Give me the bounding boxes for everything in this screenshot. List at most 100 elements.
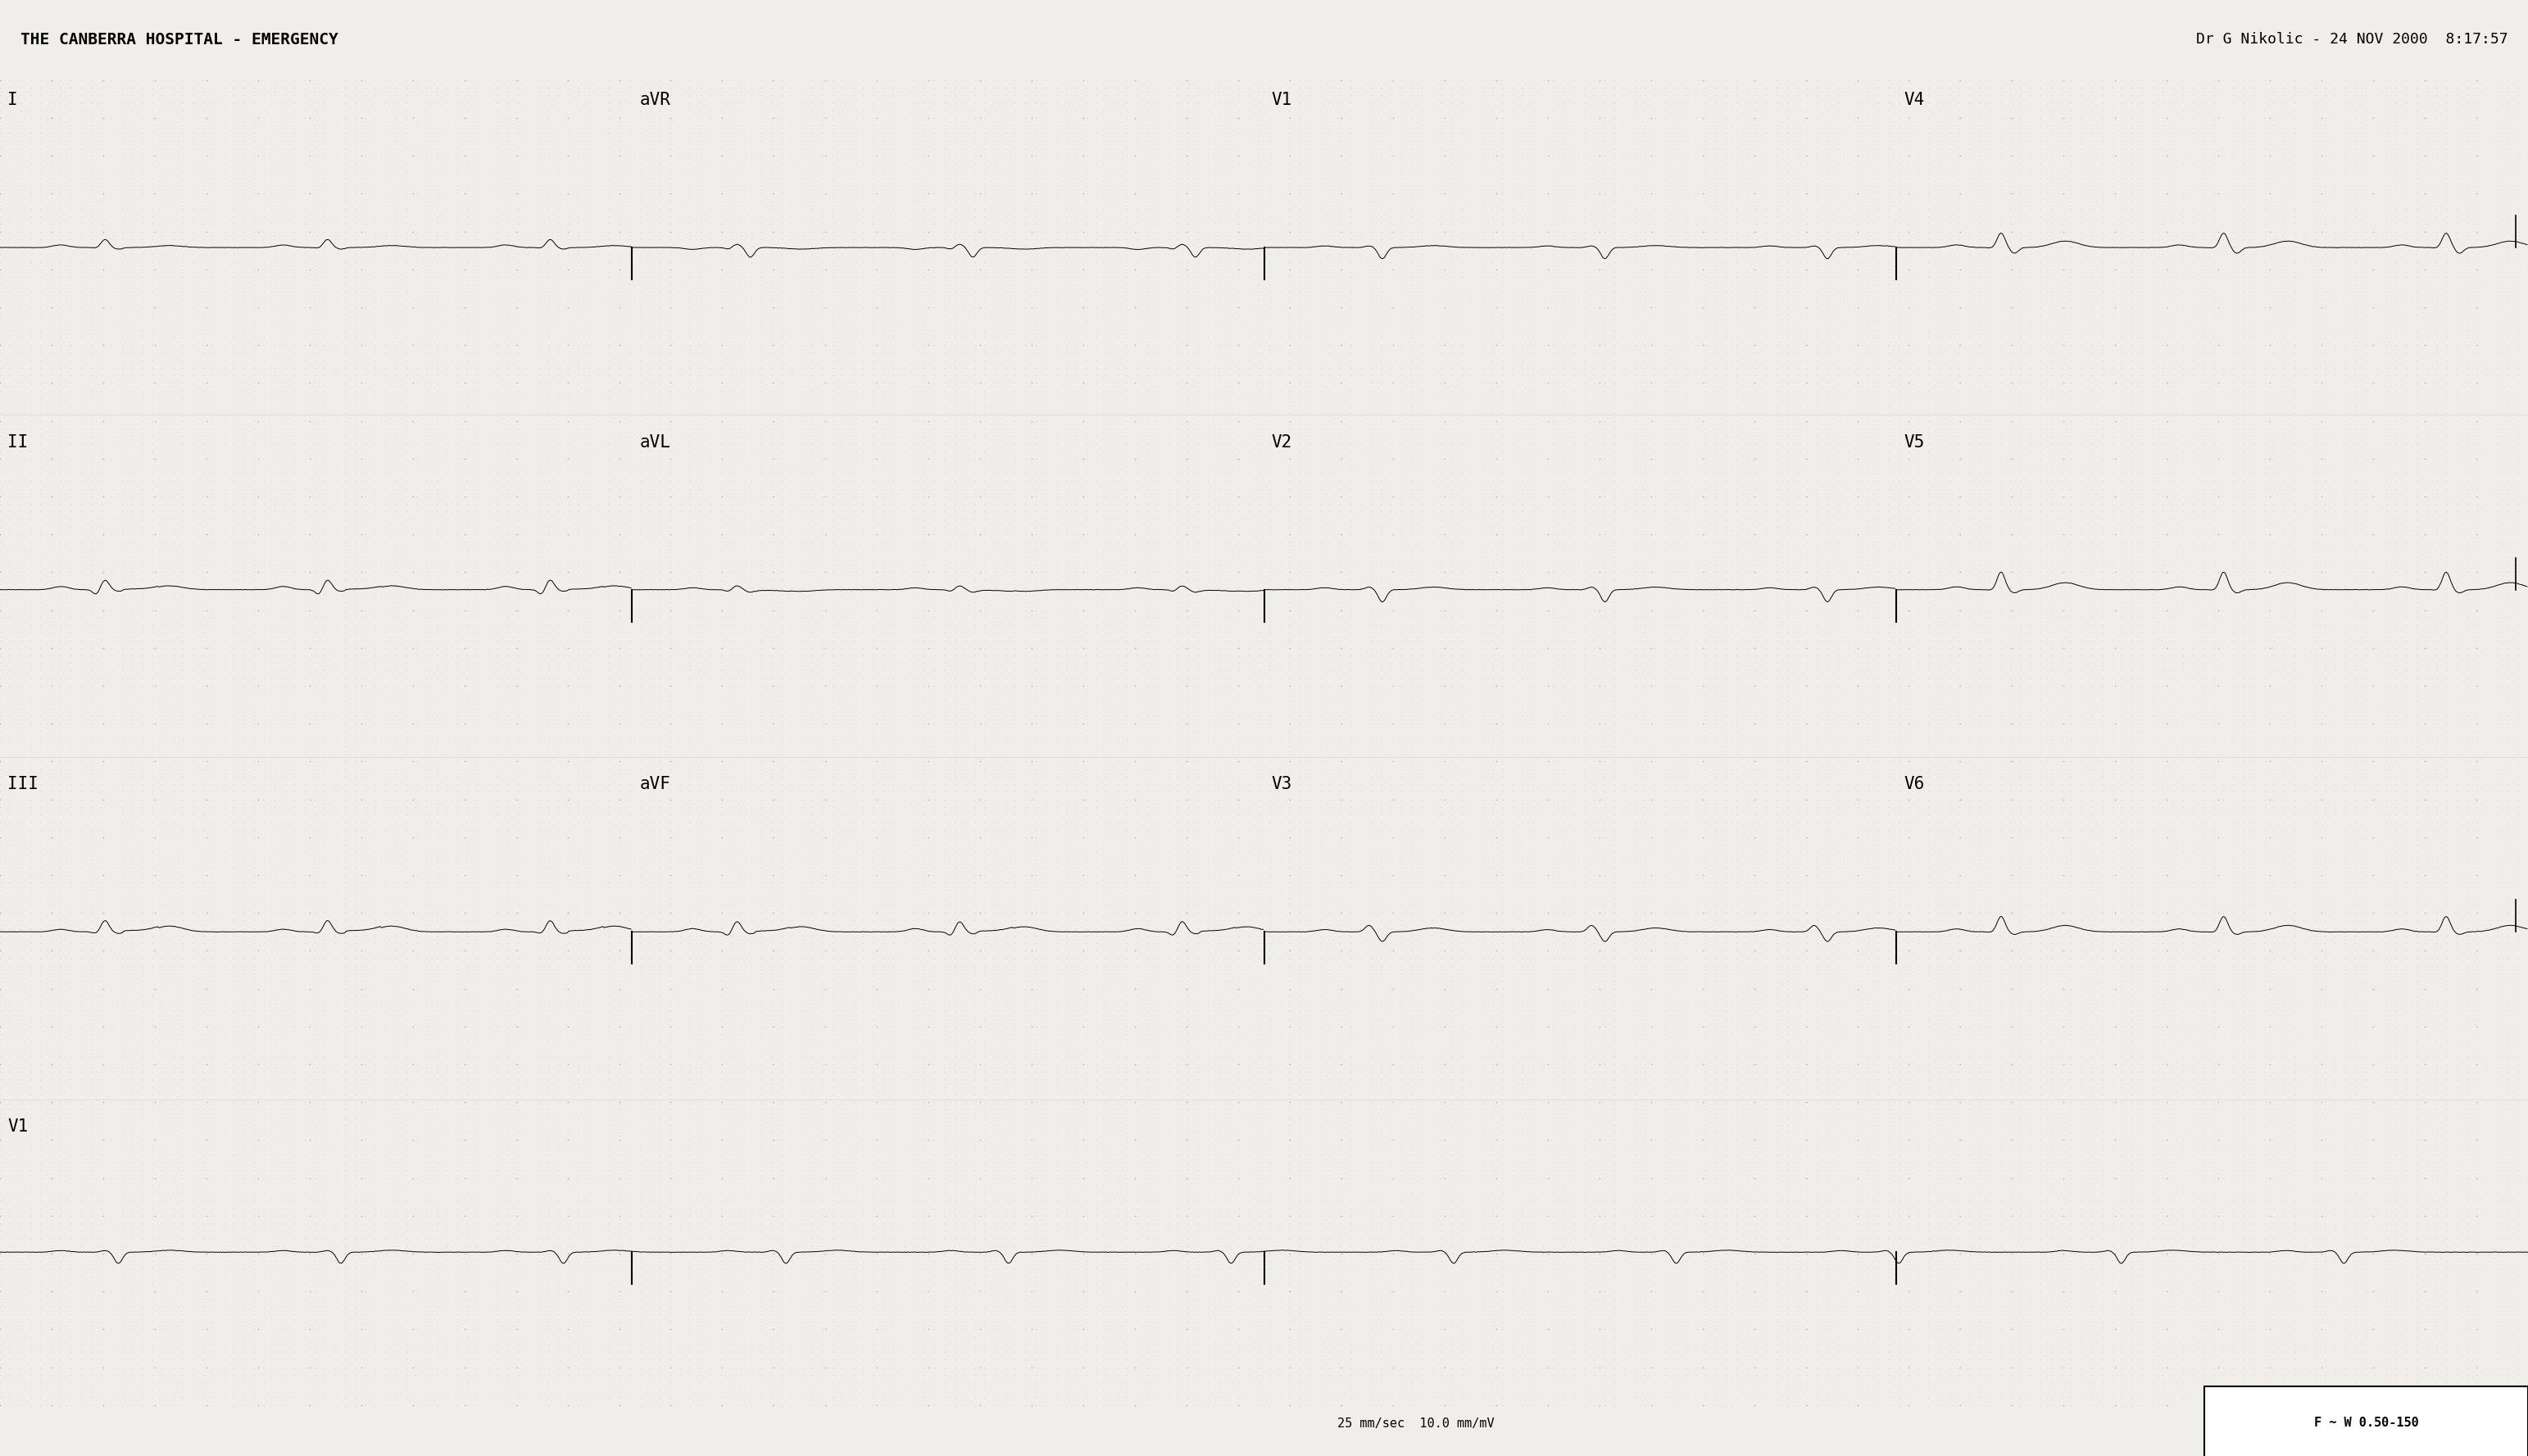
Point (1899, 83, 1939, 106)
Point (2020, 341, 2060, 364)
Point (81, 1083, 121, 1107)
Point (1370, 1249, 1411, 1273)
Point (2437, 674, 2477, 697)
Point (2255, 357, 2295, 380)
Point (1818, 409, 1858, 432)
Point (1502, 1076, 1542, 1099)
Point (966, 681, 1006, 705)
Point (71, 416, 111, 440)
Point (976, 1257, 1016, 1280)
Point (1646, 1249, 1686, 1273)
Point (1777, 167, 1818, 191)
Point (945, 243, 986, 266)
Point (1757, 121, 1797, 144)
Point (966, 234, 1006, 258)
Point (2404, 1280, 2445, 1303)
Point (2000, 1227, 2040, 1251)
Point (2306, 1128, 2346, 1152)
Point (336, 629, 377, 652)
Point (1350, 1029, 1390, 1053)
Point (222, 1379, 263, 1402)
Point (1423, 674, 1464, 697)
Point (1512, 757, 1552, 780)
Point (680, 750, 720, 773)
Point (1471, 1332, 1512, 1356)
Point (1909, 1318, 1949, 1341)
Point (387, 1341, 427, 1364)
Point (2194, 1000, 2235, 1024)
Point (1532, 719, 1572, 743)
Point (2030, 1211, 2070, 1235)
Point (172, 537, 212, 561)
Point (956, 357, 996, 380)
Point (1421, 568, 1461, 591)
Point (162, 454, 202, 478)
Point (986, 764, 1026, 788)
Point (1787, 1029, 1828, 1053)
Point (1696, 167, 1737, 191)
Point (2457, 447, 2498, 470)
Point (1656, 553, 1696, 577)
Point (935, 1000, 976, 1024)
Point (2151, 213, 2192, 236)
Point (417, 1303, 458, 1326)
Point (1411, 878, 1451, 901)
Point (822, 175, 862, 198)
Point (976, 341, 1016, 364)
Point (10, 909, 51, 932)
Point (1942, 409, 1982, 432)
Point (101, 1370, 142, 1393)
Point (791, 757, 832, 780)
Point (1077, 622, 1117, 645)
Point (1818, 243, 1858, 266)
Point (1087, 409, 1127, 432)
Point (680, 977, 720, 1000)
Point (2376, 584, 2417, 607)
Point (1727, 598, 1767, 622)
Point (913, 1091, 953, 1114)
Point (1431, 1249, 1471, 1273)
Point (437, 243, 478, 266)
Point (121, 159, 162, 182)
Point (1481, 568, 1522, 591)
Point (549, 932, 589, 955)
Point (101, 1273, 142, 1296)
Point (2397, 856, 2437, 879)
Point (1717, 130, 1757, 153)
Point (182, 432, 222, 456)
Point (1016, 189, 1057, 213)
Point (2356, 234, 2397, 258)
Point (1492, 584, 1532, 607)
Point (81, 364, 121, 387)
Point (569, 492, 609, 515)
Point (2215, 946, 2255, 970)
Point (2010, 1114, 2050, 1137)
Text: aVL: aVL (640, 434, 670, 450)
Point (2010, 674, 2050, 697)
Point (2141, 1211, 2182, 1235)
Point (1320, 568, 1360, 591)
Point (2488, 1273, 2528, 1296)
Point (1808, 357, 1848, 380)
Point (30, 1363, 71, 1386)
Point (1565, 1242, 1605, 1265)
Point (872, 386, 913, 409)
Point (670, 364, 710, 387)
Point (700, 537, 741, 561)
Point (1178, 743, 1218, 766)
Point (1380, 379, 1421, 402)
Point (741, 478, 781, 501)
Point (1047, 68, 1087, 92)
Point (2141, 319, 2182, 342)
Point (111, 743, 152, 766)
Point (468, 454, 508, 478)
Point (2336, 447, 2376, 470)
Point (356, 811, 397, 834)
Point (1909, 613, 1949, 636)
Point (1899, 416, 1939, 440)
Point (882, 901, 923, 925)
Point (1646, 674, 1686, 697)
Point (945, 863, 986, 887)
Point (1148, 1000, 1188, 1024)
Point (222, 220, 263, 243)
